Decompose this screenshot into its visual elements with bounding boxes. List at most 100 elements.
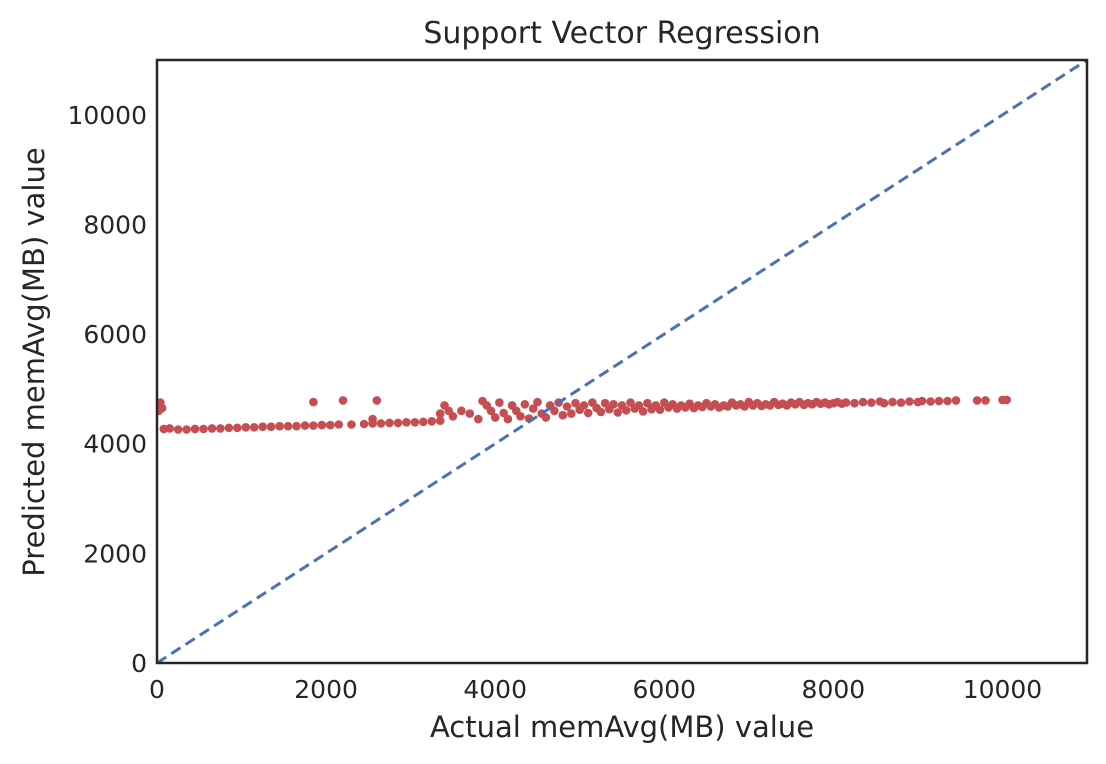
scatter-point <box>634 401 644 410</box>
scatter-point <box>309 397 318 407</box>
scatter-point <box>583 408 593 418</box>
scatter-point <box>402 418 411 427</box>
scatter-point <box>347 420 356 429</box>
scatter-point <box>917 396 927 406</box>
scatter-point <box>613 408 623 417</box>
scatter-point <box>233 423 242 433</box>
scatter-point <box>888 397 897 407</box>
scatter-point <box>173 425 183 434</box>
scatter-point <box>579 401 589 410</box>
y-tick-label: 8000 <box>83 210 147 239</box>
scatter-point <box>266 422 276 432</box>
scatter-point <box>207 424 217 433</box>
scatter-point <box>867 398 876 407</box>
scatter-point <box>600 398 610 408</box>
plot-frame <box>155 58 1089 665</box>
scatter-point <box>309 421 318 430</box>
y-tick-label: 6000 <box>83 320 147 349</box>
x-tick-label: 10000 <box>963 675 1043 704</box>
scatter-point <box>427 417 437 426</box>
scatter-point <box>258 422 268 432</box>
scatter-point <box>858 397 868 407</box>
scatter-point <box>495 398 504 407</box>
scatter-point <box>190 424 200 434</box>
scatter-points <box>157 395 1011 434</box>
y-axis-label: Predicted memAvg(MB) value <box>17 147 51 576</box>
x-tick-label: 0 <box>149 675 165 704</box>
chart-title: Support Vector Regression <box>423 16 820 51</box>
scatter-point <box>926 397 935 406</box>
scatter-point <box>372 396 382 405</box>
scatter-point <box>300 421 310 430</box>
scatter-point <box>283 421 293 431</box>
scatter-point <box>165 424 174 433</box>
reference-line-layer <box>157 60 1087 663</box>
scatter-point <box>516 412 525 421</box>
x-tick-label: 6000 <box>632 675 696 704</box>
scatter-point <box>609 400 618 409</box>
scatter-point <box>533 397 542 407</box>
x-tick-label: 4000 <box>463 675 527 704</box>
scatter-point <box>934 396 944 406</box>
scatter-point <box>905 397 914 406</box>
scatter-point <box>435 409 445 418</box>
scatter-point <box>419 417 428 427</box>
x-axis-label: Actual memAvg(MB) value <box>430 710 814 744</box>
plot-area <box>155 58 1089 665</box>
scatter-point <box>385 418 394 428</box>
scatter-point <box>596 407 606 417</box>
scatter-point <box>326 420 335 430</box>
scatter-point <box>499 408 508 418</box>
scatter-point <box>359 419 369 429</box>
scatter-point <box>249 423 259 432</box>
x-axis-ticks: 0 2000 4000 6000 8000 10000 <box>149 675 1042 704</box>
scatter-point <box>643 398 652 408</box>
x-tick-label: 2000 <box>294 675 358 704</box>
scatter-point <box>541 413 551 422</box>
scatter-point <box>1002 395 1011 405</box>
scatter-point <box>157 403 167 413</box>
y-axis-ticks: 0 2000 4000 6000 8000 10000 <box>67 101 147 678</box>
scatter-point <box>850 398 859 408</box>
scatter-point <box>879 398 889 408</box>
scatter-point <box>486 406 496 416</box>
scatter-point <box>224 423 234 433</box>
scatter-point <box>571 398 580 408</box>
scatter-point <box>558 410 568 420</box>
scatter-point <box>292 421 301 431</box>
scatter-point <box>981 396 990 405</box>
y-tick-label: 0 <box>131 649 147 678</box>
scatter-point <box>490 413 500 422</box>
scatter-point <box>199 424 208 434</box>
scatter-point <box>317 420 327 430</box>
scatter-point <box>368 414 377 424</box>
scatter-point <box>338 396 348 405</box>
y-tick-label: 10000 <box>67 101 147 130</box>
scatter-point <box>655 405 665 415</box>
scatter-point <box>334 420 344 429</box>
scatter-point <box>896 398 906 407</box>
scatter-point <box>567 409 576 418</box>
scatter-point <box>562 402 572 411</box>
scatter-point <box>520 400 530 409</box>
scatter-point <box>943 396 952 406</box>
scatter-point <box>474 414 483 424</box>
scatter-point <box>376 419 386 428</box>
scatter-point <box>241 423 251 432</box>
scatter-point <box>951 396 961 405</box>
scatter-point <box>626 398 635 407</box>
scatter-point <box>972 396 982 405</box>
scatter-point <box>216 424 225 433</box>
scatter-point <box>528 404 538 413</box>
scatter-point <box>841 398 851 407</box>
scatter-point <box>393 418 403 428</box>
scatter-point <box>457 406 466 416</box>
scatter-point <box>550 406 559 416</box>
scatter-point <box>182 425 191 434</box>
scatter-point <box>621 406 631 415</box>
scatter-point <box>638 407 648 416</box>
y-tick-label: 4000 <box>83 430 147 459</box>
scatter-point <box>275 421 284 431</box>
scatter-point <box>503 414 513 424</box>
